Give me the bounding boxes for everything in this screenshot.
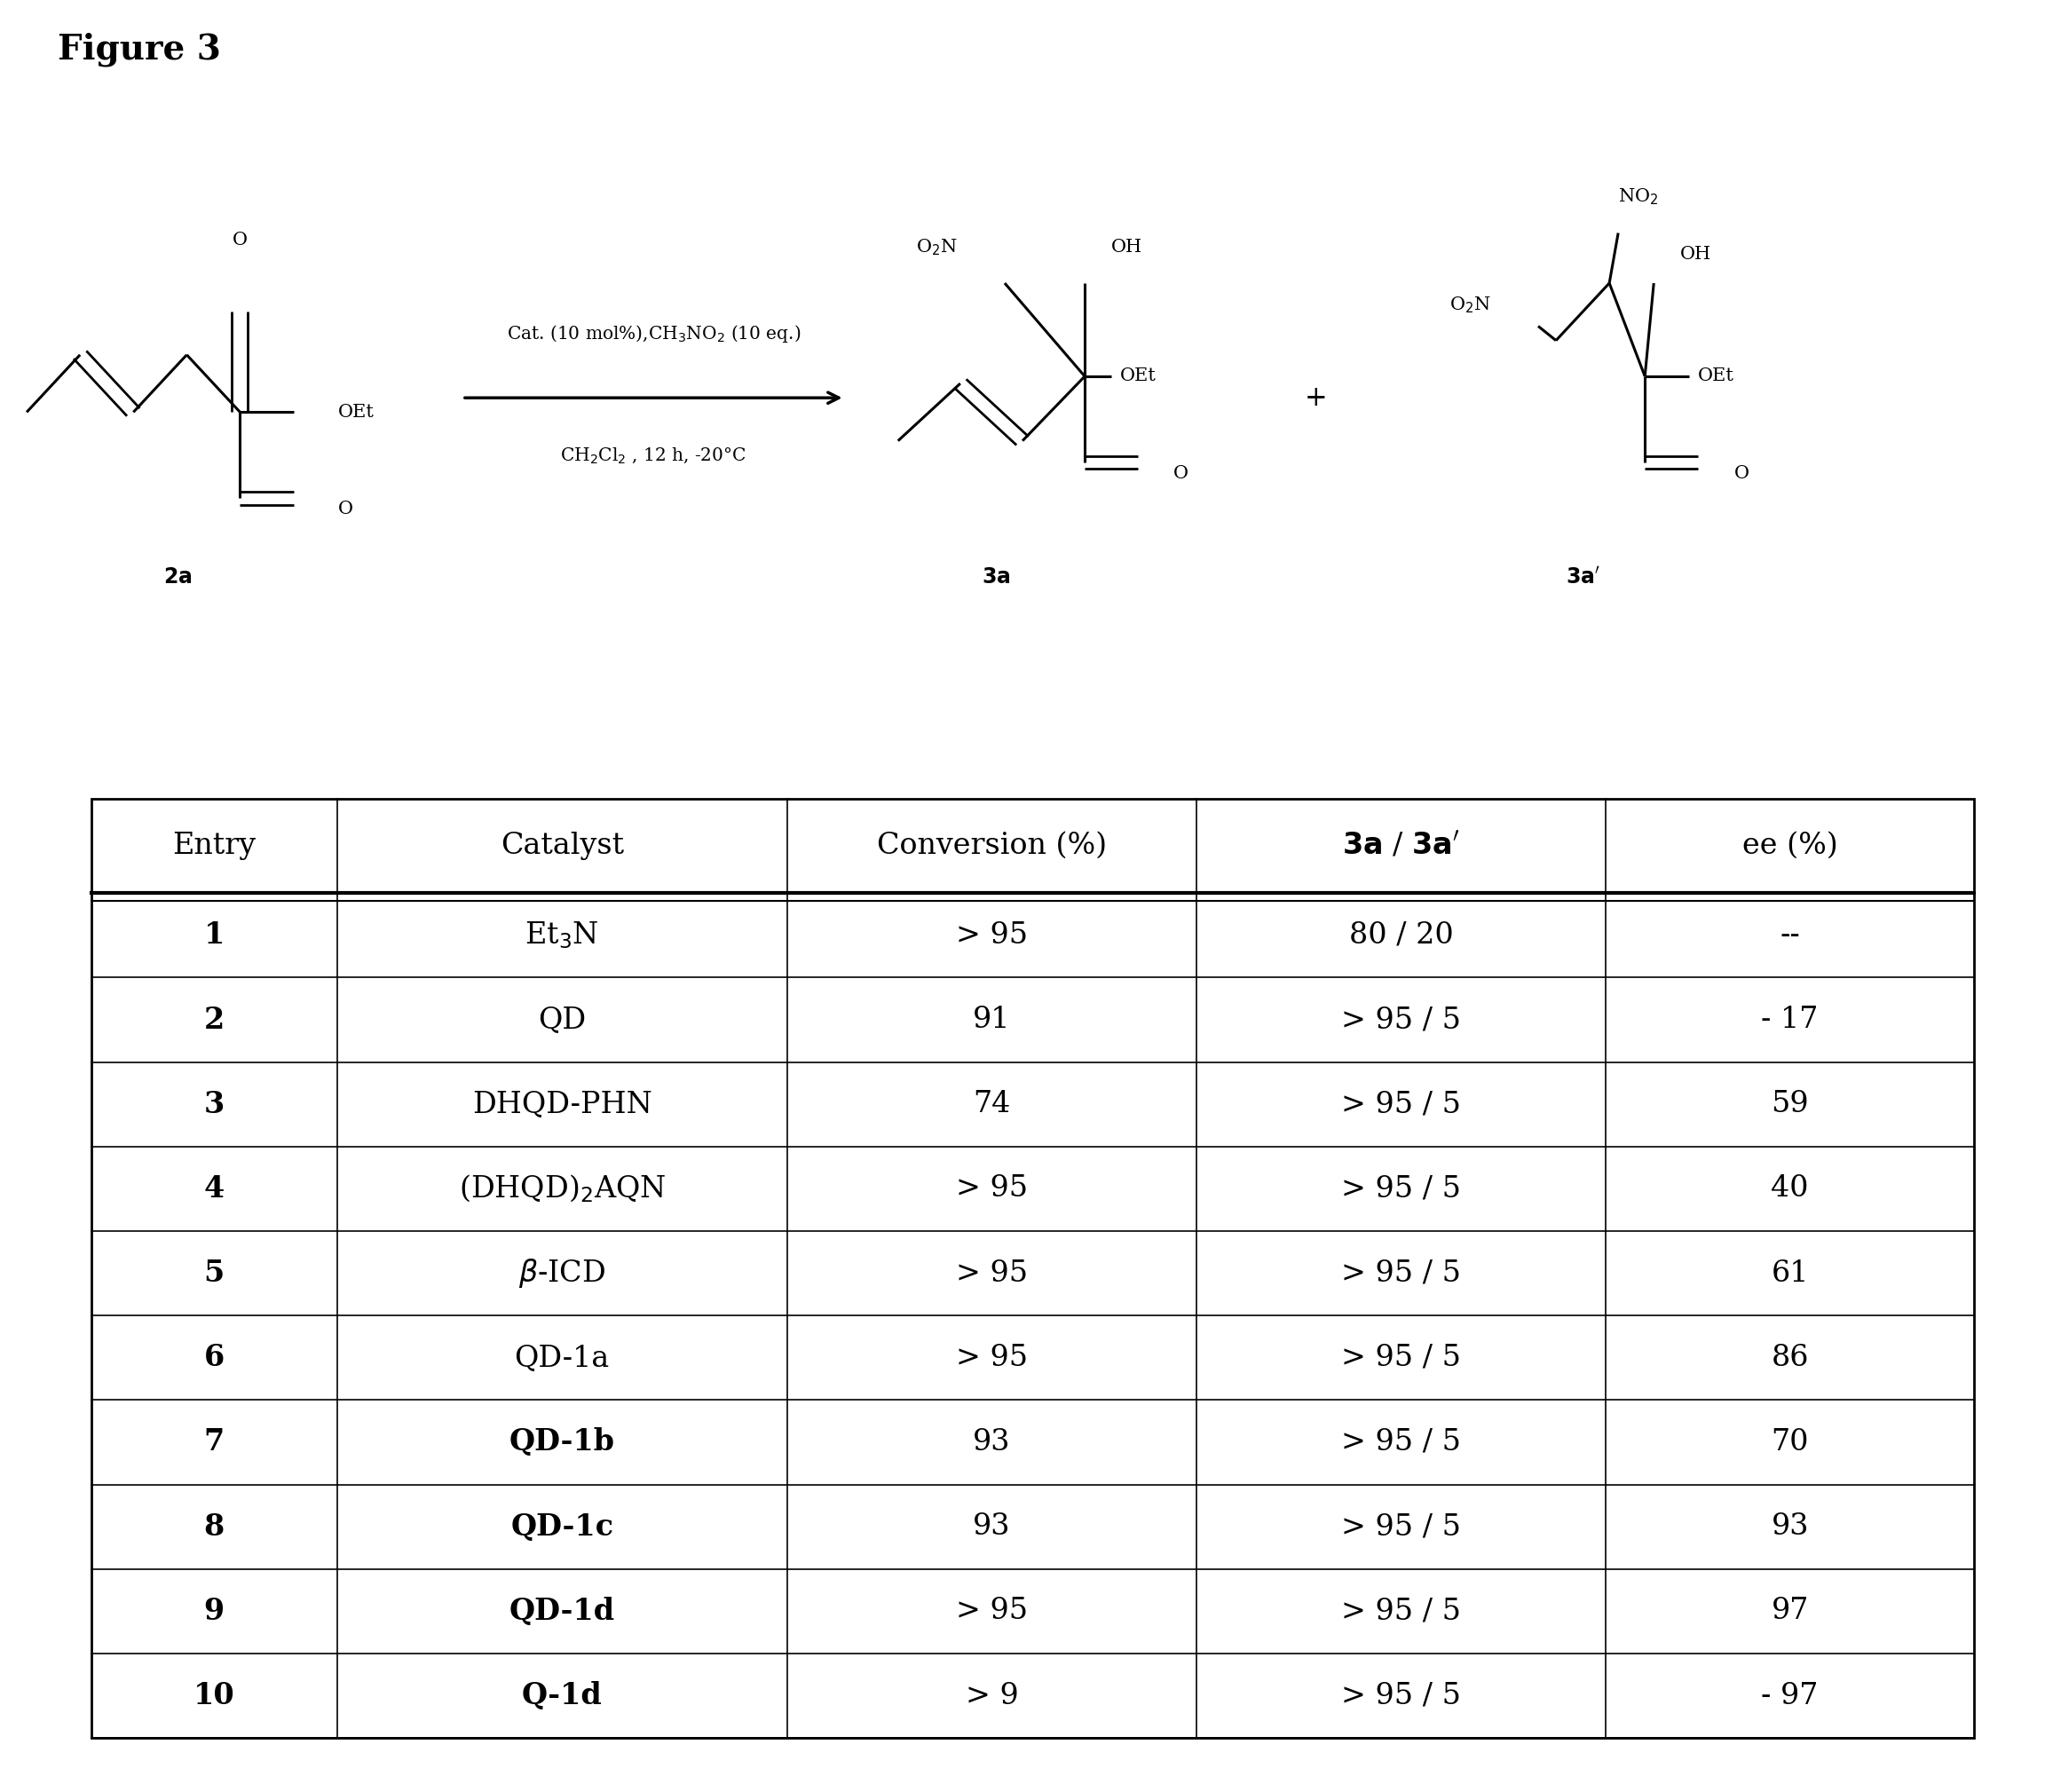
Text: --: -- xyxy=(1779,921,1800,950)
Text: O$_2$N: O$_2$N xyxy=(1450,294,1491,315)
Text: 2: 2 xyxy=(204,1005,225,1034)
Text: QD-1d: QD-1d xyxy=(509,1597,616,1625)
Text: QD-1a: QD-1a xyxy=(515,1344,609,1373)
Text: NO$_2$: NO$_2$ xyxy=(1618,186,1658,208)
Text: > 95: > 95 xyxy=(955,1260,1029,1287)
Text: 80 / 20: 80 / 20 xyxy=(1350,921,1454,950)
Text: O: O xyxy=(233,231,247,249)
Text: 74: 74 xyxy=(973,1090,1010,1118)
Text: 6: 6 xyxy=(204,1344,225,1373)
Text: > 9: > 9 xyxy=(965,1681,1018,1710)
Text: OEt: OEt xyxy=(337,403,374,421)
Text: $\mathbf{3a}$: $\mathbf{3a}$ xyxy=(982,566,1010,588)
Text: 9: 9 xyxy=(204,1597,225,1625)
Text: Conversion (%): Conversion (%) xyxy=(877,831,1106,860)
Text: 61: 61 xyxy=(1771,1260,1810,1287)
Text: - 17: - 17 xyxy=(1761,1005,1818,1034)
Text: DHQD-PHN: DHQD-PHN xyxy=(472,1090,652,1118)
Text: > 95 / 5: > 95 / 5 xyxy=(1342,1597,1460,1625)
Text: CH$_2$Cl$_2$ , 12 h, -20°C: CH$_2$Cl$_2$ , 12 h, -20°C xyxy=(560,446,746,464)
Text: > 95 / 5: > 95 / 5 xyxy=(1342,1174,1460,1202)
Text: +: + xyxy=(1305,383,1327,412)
Text: OH: OH xyxy=(1110,238,1143,256)
Text: > 95: > 95 xyxy=(955,1174,1029,1202)
Text: $\mathbf{2a}$: $\mathbf{2a}$ xyxy=(164,566,192,588)
Text: > 95 / 5: > 95 / 5 xyxy=(1342,1005,1460,1034)
Text: 93: 93 xyxy=(973,1512,1010,1541)
Text: O: O xyxy=(1174,464,1188,482)
Text: QD: QD xyxy=(538,1005,587,1034)
Text: OEt: OEt xyxy=(1697,367,1734,385)
Text: > 95 / 5: > 95 / 5 xyxy=(1342,1681,1460,1710)
Text: 1: 1 xyxy=(204,921,225,950)
Text: Q-1d: Q-1d xyxy=(521,1681,603,1710)
Text: Et$_3$N: Et$_3$N xyxy=(526,919,599,952)
Text: O: O xyxy=(1734,464,1748,482)
Text: Catalyst: Catalyst xyxy=(501,831,624,860)
Text: QD-1c: QD-1c xyxy=(511,1512,614,1541)
Text: 10: 10 xyxy=(194,1681,235,1710)
Text: 70: 70 xyxy=(1771,1428,1810,1457)
Text: 7: 7 xyxy=(204,1428,225,1457)
Text: $\beta$-ICD: $\beta$-ICD xyxy=(519,1256,605,1290)
Text: > 95: > 95 xyxy=(955,921,1029,950)
Text: 4: 4 xyxy=(204,1174,225,1204)
Text: > 95 / 5: > 95 / 5 xyxy=(1342,1344,1460,1373)
Text: 93: 93 xyxy=(973,1428,1010,1457)
Text: 93: 93 xyxy=(1771,1512,1810,1541)
Text: QD-1b: QD-1b xyxy=(509,1428,616,1457)
Text: Cat. (10 mol%),CH$_3$NO$_2$ (10 eq.): Cat. (10 mol%),CH$_3$NO$_2$ (10 eq.) xyxy=(507,323,800,344)
Text: > 95 / 5: > 95 / 5 xyxy=(1342,1260,1460,1287)
Text: OH: OH xyxy=(1681,246,1712,263)
Text: $\mathbf{3a'}$: $\mathbf{3a'}$ xyxy=(1564,566,1599,588)
Text: Entry: Entry xyxy=(172,831,256,860)
Text: 5: 5 xyxy=(204,1258,225,1288)
Text: 59: 59 xyxy=(1771,1090,1810,1118)
Text: 3: 3 xyxy=(204,1090,225,1118)
Text: O$_2$N: O$_2$N xyxy=(916,237,957,258)
Text: (DHQD)$_2$AQN: (DHQD)$_2$AQN xyxy=(458,1174,665,1204)
Text: > 95 / 5: > 95 / 5 xyxy=(1342,1090,1460,1118)
Text: Figure 3: Figure 3 xyxy=(57,32,221,66)
Text: OEt: OEt xyxy=(1121,367,1157,385)
Text: O: O xyxy=(337,500,354,518)
Text: 8: 8 xyxy=(204,1512,225,1541)
Text: 86: 86 xyxy=(1771,1344,1810,1373)
Text: 97: 97 xyxy=(1771,1597,1808,1625)
Text: > 95: > 95 xyxy=(955,1344,1029,1373)
Text: - 97: - 97 xyxy=(1761,1681,1818,1710)
Text: > 95 / 5: > 95 / 5 xyxy=(1342,1428,1460,1457)
Text: 91: 91 xyxy=(973,1005,1010,1034)
Text: $\mathbf{3a}$ / $\mathbf{3a'}$: $\mathbf{3a}$ / $\mathbf{3a'}$ xyxy=(1342,831,1460,860)
Text: ee (%): ee (%) xyxy=(1742,831,1838,860)
Text: > 95 / 5: > 95 / 5 xyxy=(1342,1512,1460,1541)
Text: > 95: > 95 xyxy=(955,1597,1029,1625)
Text: 40: 40 xyxy=(1771,1174,1810,1202)
